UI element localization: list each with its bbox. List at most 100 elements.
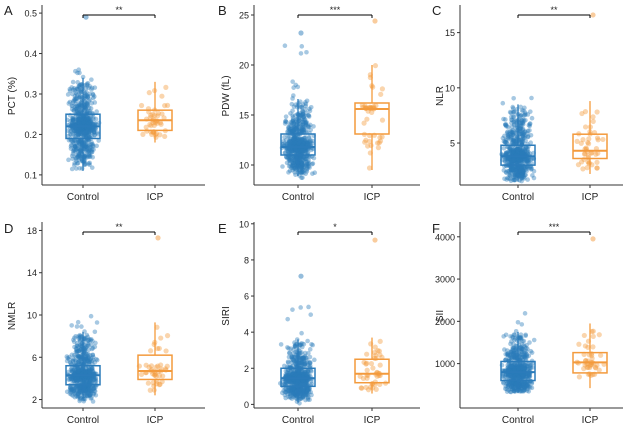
data-point [78, 128, 83, 134]
data-point [74, 117, 79, 122]
data-point [286, 346, 291, 351]
data-point [594, 159, 600, 165]
data-point [528, 167, 534, 172]
data-point [503, 123, 509, 128]
data-point [152, 120, 158, 126]
data-point [596, 332, 602, 338]
data-point [305, 163, 310, 169]
data-point [76, 118, 82, 124]
data-point [522, 112, 528, 118]
data-point [79, 120, 84, 125]
data-point [83, 126, 88, 132]
data-point [87, 142, 93, 148]
data-point [70, 103, 75, 109]
data-point [289, 159, 295, 165]
data-point [287, 155, 293, 160]
y-tick-label: 15 [445, 28, 455, 38]
data-point [74, 152, 79, 158]
data-point [70, 117, 76, 123]
data-point [71, 86, 77, 91]
data-point [300, 161, 306, 167]
data-point [305, 338, 310, 344]
data-point [79, 116, 85, 122]
data-point [82, 99, 88, 105]
data-point [296, 138, 301, 144]
data-point [288, 123, 294, 128]
data-point [78, 104, 83, 109]
data-point [594, 165, 600, 171]
data-point [76, 102, 82, 108]
data-point [76, 119, 82, 124]
data-point [288, 119, 294, 125]
data-point [291, 124, 296, 130]
data-point [282, 134, 287, 140]
data-point [302, 117, 307, 122]
data-point [505, 175, 510, 181]
data-point [297, 148, 302, 154]
data-point [80, 114, 86, 120]
data-point [86, 127, 91, 132]
data-point [83, 119, 88, 125]
data-point [85, 94, 91, 100]
data-point [71, 107, 77, 113]
data-point [73, 68, 78, 74]
data-point [300, 125, 305, 130]
data-point [300, 109, 305, 114]
data-point [299, 163, 305, 168]
data-point [83, 95, 88, 100]
data-point [81, 134, 87, 139]
data-point [301, 140, 306, 145]
data-point [301, 155, 306, 160]
data-point [293, 133, 299, 139]
outlier-point [590, 12, 596, 18]
data-point [528, 109, 533, 114]
data-point [73, 346, 79, 352]
data-point [92, 85, 98, 90]
data-point [312, 357, 317, 363]
data-point [162, 133, 168, 140]
data-point [96, 138, 101, 143]
data-point [82, 138, 88, 144]
data-point [73, 129, 79, 134]
data-point [287, 138, 292, 144]
data-point [312, 170, 318, 175]
data-point [69, 106, 75, 112]
data-point [296, 140, 302, 145]
data-point [292, 147, 298, 152]
data-point [306, 114, 312, 119]
data-point [75, 129, 81, 135]
data-point [298, 113, 303, 119]
data-point [87, 160, 92, 166]
data-point [81, 120, 86, 125]
data-point [299, 170, 305, 175]
data-point [80, 127, 85, 133]
data-point [75, 116, 81, 121]
data-point [84, 81, 90, 87]
data-point [82, 103, 88, 108]
data-point [73, 166, 79, 171]
y-tick-label: 10 [27, 311, 37, 321]
data-point [76, 95, 82, 101]
data-point [147, 387, 153, 393]
data-point [299, 160, 304, 165]
data-point [76, 118, 81, 124]
data-point [152, 112, 158, 119]
data-point [307, 165, 312, 170]
data-point [283, 368, 289, 374]
data-point [299, 160, 305, 165]
data-point [88, 126, 93, 131]
data-point [299, 162, 304, 168]
data-point [77, 70, 82, 76]
data-point [298, 163, 304, 169]
data-point [299, 169, 304, 175]
data-point [292, 147, 298, 152]
data-point [291, 147, 297, 152]
data-point [306, 123, 311, 129]
data-point [292, 127, 298, 132]
data-point [71, 149, 76, 154]
data-point [70, 127, 76, 133]
data-point [69, 153, 75, 159]
data-point [83, 144, 88, 149]
